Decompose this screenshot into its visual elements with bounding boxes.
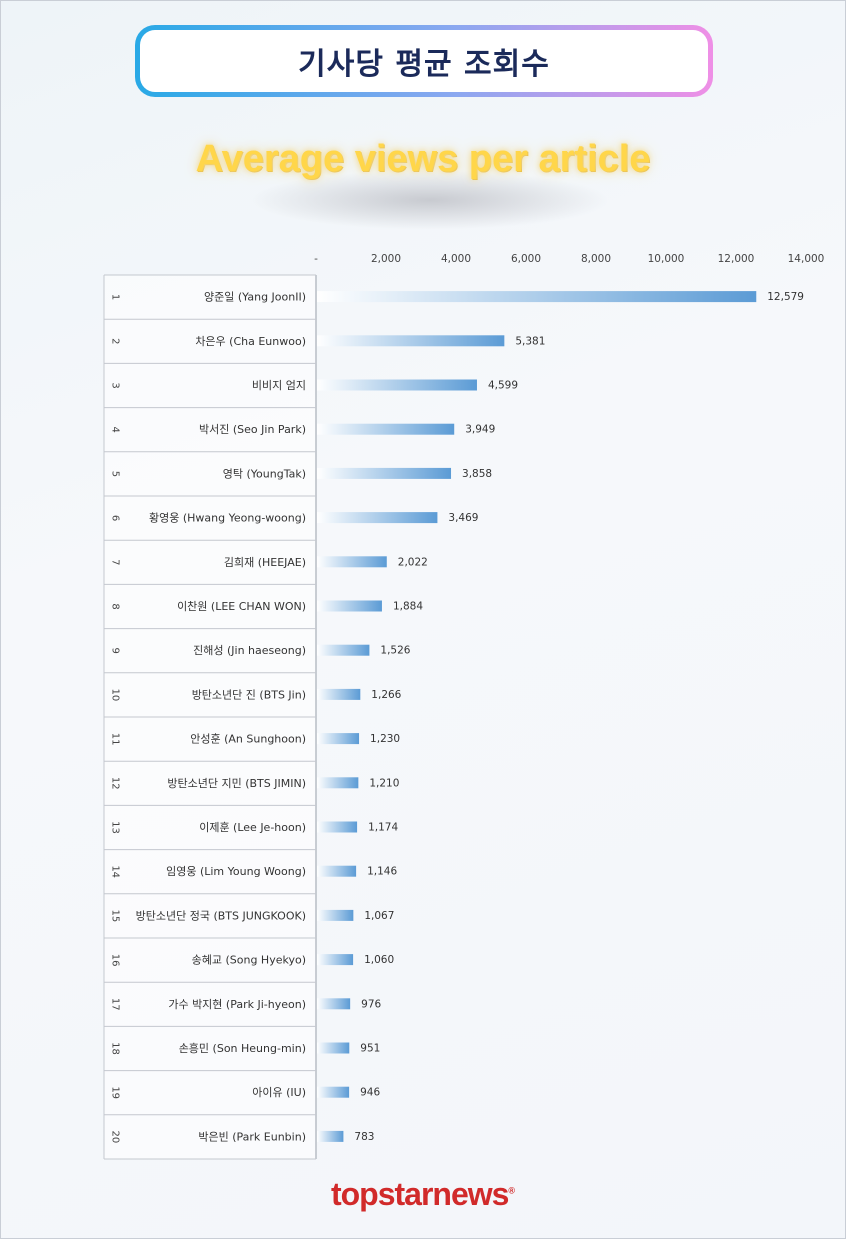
- bar: [317, 644, 370, 656]
- bar: [317, 1130, 344, 1142]
- bar: [317, 865, 357, 877]
- category-label: 비비지 엄지: [252, 379, 306, 392]
- bar: [317, 467, 452, 479]
- rank-label: 6: [110, 515, 121, 521]
- value-label: 951: [360, 1043, 380, 1055]
- category-label: 송혜교 (Song Hyekyo): [192, 954, 306, 967]
- category-label: 가수 박지현 (Park Ji-hyeon): [168, 998, 306, 1011]
- rank-label: 7: [110, 559, 121, 565]
- category-label: 방탄소년단 정국 (BTS JUNGKOOK): [136, 909, 306, 922]
- subtitle-shadow: [250, 170, 610, 230]
- rank-label: 13: [110, 821, 121, 834]
- value-label: 1,266: [371, 689, 401, 701]
- bar: [317, 821, 358, 833]
- bar: [317, 998, 351, 1010]
- category-label: 안성훈 (An Sunghoon): [190, 733, 306, 746]
- x-tick-label: 2,000: [371, 253, 401, 265]
- rank-label: 16: [110, 954, 121, 967]
- category-label: 김희재 (HEEJAE): [224, 556, 306, 569]
- x-tick-label: 8,000: [581, 253, 611, 265]
- value-label: 1,230: [370, 733, 400, 745]
- page-title: 기사당 평균 조회수: [298, 47, 550, 82]
- category-label: 박은빈 (Park Eunbin): [198, 1130, 306, 1143]
- rank-label: 3: [110, 382, 121, 388]
- x-tick-label: 12,000: [718, 253, 755, 265]
- bar: [317, 954, 354, 966]
- value-label: 1,884: [393, 601, 423, 613]
- bar: [317, 423, 455, 435]
- category-label: 손흥민 (Son Heung-min): [179, 1041, 306, 1055]
- rank-label: 1: [110, 294, 121, 300]
- bar: [317, 512, 438, 524]
- value-label: 1,210: [369, 777, 399, 789]
- rank-label: 4: [110, 427, 121, 433]
- bar: [317, 1086, 350, 1098]
- value-label: 3,949: [465, 424, 495, 436]
- category-label: 임영웅 (Lim Young Woong): [166, 865, 306, 878]
- bar: [317, 379, 477, 391]
- rank-label: 14: [110, 865, 121, 878]
- category-label: 진해성 (Jin haeseong): [193, 643, 306, 657]
- title-box: 기사당 평균 조회수: [135, 25, 713, 97]
- rank-label: 17: [110, 998, 121, 1011]
- rank-label: 19: [110, 1086, 121, 1099]
- bar: [317, 909, 354, 921]
- rank-label: 18: [110, 1042, 121, 1055]
- value-label: 4,599: [488, 380, 518, 392]
- category-label: 양준일 (Yang JoonII): [204, 290, 306, 304]
- topstarnews-logo: topstarnews®: [0, 1176, 846, 1213]
- value-label: 1,060: [364, 954, 394, 966]
- category-label: 아이유 (IU): [252, 1086, 306, 1099]
- category-label: 황영웅 (Hwang Yeong-woong): [149, 512, 306, 525]
- value-label: 1,526: [380, 645, 410, 657]
- category-label: 방탄소년단 진 (BTS Jin): [192, 688, 306, 701]
- rank-label: 10: [110, 689, 121, 702]
- value-label: 946: [360, 1087, 380, 1099]
- x-tick-label: 4,000: [441, 253, 471, 265]
- logo-text: topstarnews: [330, 1176, 509, 1212]
- registered-mark: ®: [508, 1185, 516, 1196]
- value-label: 12,579: [767, 291, 804, 303]
- rank-label: 11: [110, 733, 121, 746]
- rank-label: 8: [110, 603, 121, 609]
- rank-label: 12: [110, 777, 121, 790]
- bar: [317, 777, 359, 789]
- category-label: 박서진 (Seo Jin Park): [199, 423, 306, 436]
- rank-label: 9: [110, 648, 121, 654]
- value-label: 1,067: [364, 910, 394, 922]
- value-label: 5,381: [515, 335, 545, 347]
- category-label: 이제훈 (Lee Je-hoon): [199, 821, 306, 834]
- rank-label: 15: [110, 910, 121, 923]
- x-tick-label: 6,000: [511, 253, 541, 265]
- bar: [317, 688, 361, 700]
- x-tick-label: -: [314, 253, 318, 265]
- value-label: 1,146: [367, 866, 397, 878]
- value-label: 976: [361, 998, 381, 1010]
- rank-label: 2: [110, 338, 121, 344]
- page-subtitle: Average views per article: [195, 138, 651, 180]
- category-label: 이찬원 (LEE CHAN WON): [177, 599, 306, 613]
- value-label: 3,469: [448, 512, 478, 524]
- value-label: 783: [354, 1131, 374, 1143]
- value-label: 2,022: [398, 556, 428, 568]
- value-label: 3,858: [462, 468, 492, 480]
- category-label: 방탄소년단 지민 (BTS JIMIN): [167, 777, 306, 790]
- rank-label: 5: [110, 471, 121, 477]
- category-label: 영탁 (YoungTak): [223, 467, 306, 480]
- category-label: 차은우 (Cha Eunwoo): [195, 335, 306, 348]
- bar: [317, 733, 360, 745]
- value-label: 1,174: [368, 822, 398, 834]
- x-tick-label: 14,000: [788, 253, 825, 265]
- x-tick-label: 10,000: [648, 253, 685, 265]
- bar: [317, 600, 382, 612]
- rank-label: 20: [110, 1131, 121, 1144]
- bar: [317, 1042, 350, 1054]
- bar: [317, 335, 505, 347]
- bar: [317, 291, 757, 303]
- bar: [317, 556, 387, 568]
